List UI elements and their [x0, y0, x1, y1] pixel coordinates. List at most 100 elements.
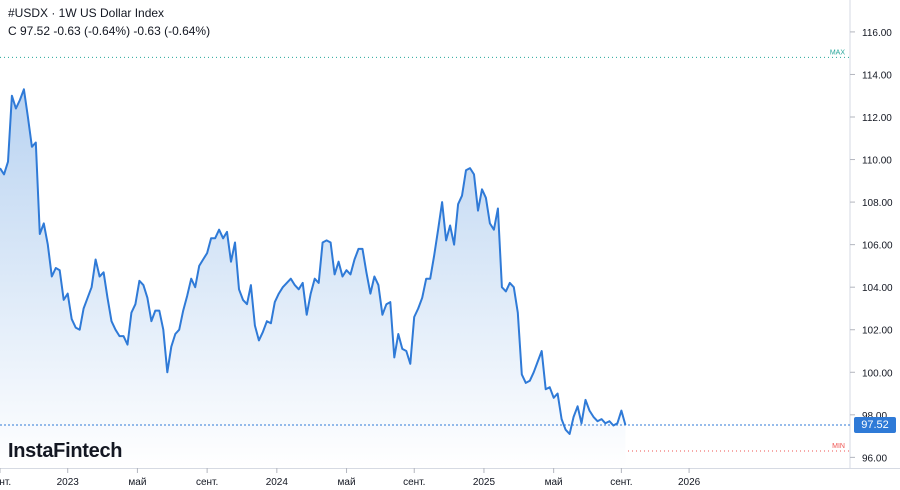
data-point: [226, 231, 228, 233]
data-point: [358, 248, 360, 250]
min-label: MIN: [832, 443, 845, 450]
data-point: [497, 208, 499, 210]
data-point: [15, 108, 17, 110]
data-point: [413, 316, 415, 318]
data-point: [278, 293, 280, 295]
data-point: [186, 295, 188, 297]
data-point: [71, 318, 73, 320]
data-point: [433, 254, 435, 256]
data-point: [513, 286, 515, 288]
last-price-tag[interactable]: 97.52: [854, 417, 896, 434]
y-tick-label: 104.00: [862, 283, 893, 294]
data-point: [608, 420, 610, 422]
data-point: [469, 167, 471, 169]
data-point: [441, 201, 443, 203]
data-point: [290, 278, 292, 280]
max-label: MAX: [830, 49, 846, 56]
data-point: [589, 410, 591, 412]
data-point: [274, 301, 276, 303]
y-tick-label: 100.00: [862, 368, 893, 379]
data-point: [115, 329, 117, 331]
data-point: [166, 371, 168, 373]
data-point: [158, 310, 160, 312]
y-tick-label: 98.00: [862, 411, 887, 422]
data-point: [210, 237, 212, 239]
data-point: [258, 339, 260, 341]
data-point: [389, 301, 391, 303]
data-point: [190, 278, 192, 280]
data-point: [465, 169, 467, 171]
data-point: [334, 273, 336, 275]
data-point: [461, 195, 463, 197]
data-point: [130, 312, 132, 314]
data-point: [346, 269, 348, 271]
data-point: [593, 416, 595, 418]
data-point: [234, 242, 236, 244]
data-point: [206, 252, 208, 254]
data-point: [63, 299, 65, 301]
y-tick-label: 114.00: [862, 70, 892, 81]
data-point: [298, 288, 300, 290]
data-point: [557, 393, 559, 395]
series-line: [0, 88, 627, 435]
data-point: [537, 361, 539, 363]
data-point: [565, 429, 567, 431]
data-point: [254, 325, 256, 327]
data-point: [182, 310, 184, 312]
y-tick-label: 106.00: [862, 241, 893, 252]
data-point: [553, 397, 555, 399]
data-point: [154, 310, 156, 312]
data-point: [385, 303, 387, 305]
data-point: [202, 259, 204, 261]
data-point: [318, 282, 320, 284]
data-point: [377, 284, 379, 286]
data-point: [477, 210, 479, 212]
data-point: [83, 308, 85, 310]
data-point: [214, 237, 216, 239]
data-point: [107, 297, 109, 299]
data-point: [250, 284, 252, 286]
x-tick-label: 2026: [678, 477, 701, 488]
data-point: [43, 222, 45, 224]
data-point: [601, 418, 603, 420]
data-point: [597, 420, 599, 422]
data-point: [397, 333, 399, 335]
data-point: [99, 276, 101, 278]
x-tick-label: май: [128, 477, 146, 488]
data-point: [616, 422, 618, 424]
data-point: [79, 329, 81, 331]
series-area-fill: [0, 89, 626, 469]
data-point: [150, 320, 152, 322]
data-point: [146, 297, 148, 299]
data-point: [573, 416, 575, 418]
x-tick-label: 2025: [473, 477, 496, 488]
data-point: [286, 282, 288, 284]
data-point: [541, 350, 543, 352]
data-point: [585, 399, 587, 401]
price-axis: 96.00 98.00 100.00 102.00 104.00 106.00 108.00…: [850, 28, 893, 464]
data-point: [405, 350, 407, 352]
data-point: [7, 161, 9, 163]
data-point: [505, 290, 507, 292]
data-point: [95, 259, 97, 261]
data-point: [577, 405, 579, 407]
quote-line: C 97.52 -0.63 (-0.64%) -0.63 (-0.64%): [8, 24, 211, 38]
data-point: [417, 308, 419, 310]
chart-title: #USDX · 1W US Dollar Index: [8, 6, 165, 20]
data-point: [421, 297, 423, 299]
data-point: [453, 244, 455, 246]
data-point: [509, 282, 511, 284]
y-tick-label: 112.00: [862, 113, 892, 124]
data-point: [322, 242, 324, 244]
data-point: [545, 388, 547, 390]
data-point: [449, 225, 451, 227]
x-tick-label: 2024: [266, 477, 289, 488]
x-tick-label: сент.: [196, 477, 218, 488]
data-point: [230, 261, 232, 263]
y-tick-label: 96.00: [862, 453, 887, 464]
data-point: [457, 203, 459, 205]
data-point: [393, 356, 395, 358]
data-point: [282, 286, 284, 288]
data-point: [198, 265, 200, 267]
data-point: [302, 282, 304, 284]
